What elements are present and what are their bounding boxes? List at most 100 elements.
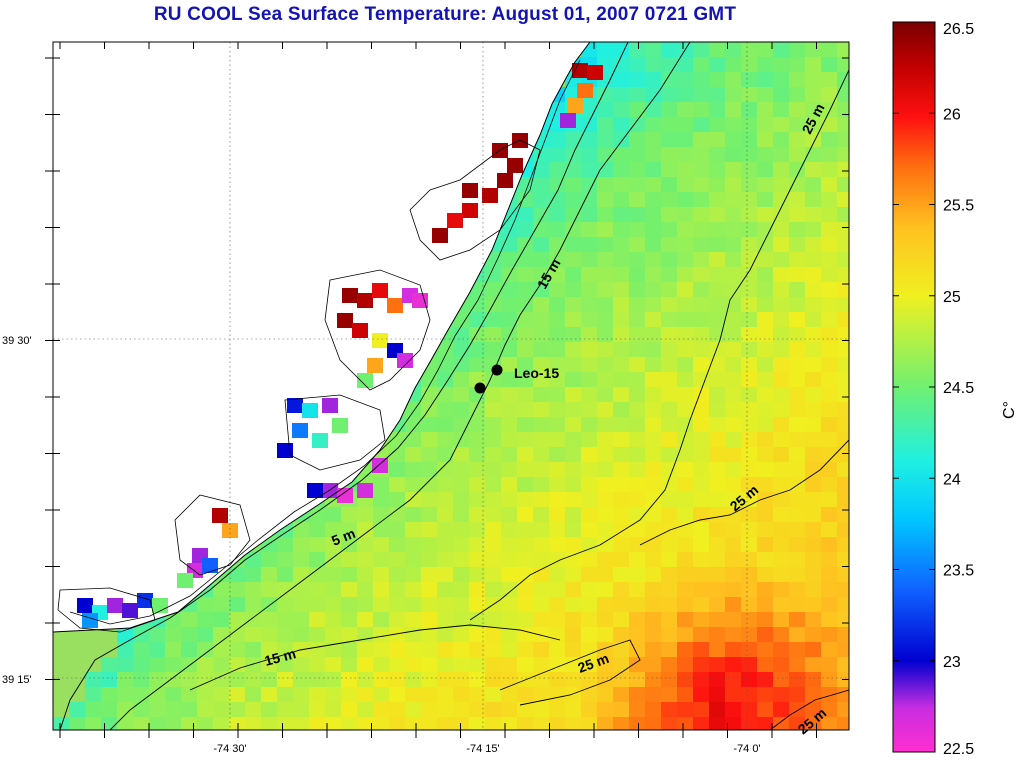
sst-cell	[325, 672, 342, 688]
sst-cell	[325, 627, 342, 643]
sst-cell	[757, 117, 774, 133]
sst-cell	[517, 612, 534, 628]
sst-cell	[805, 117, 822, 133]
sst-cell	[677, 102, 694, 118]
sst-cell	[533, 507, 550, 523]
sst-cell	[85, 702, 102, 718]
sst-cell	[533, 387, 550, 403]
sst-cell	[387, 298, 403, 313]
sst-cell	[789, 522, 806, 538]
sst-cell	[693, 237, 710, 253]
sst-cell	[389, 687, 406, 703]
sst-cell	[645, 207, 662, 223]
sst-cell	[661, 597, 678, 613]
sst-cell	[565, 462, 582, 478]
sst-cell	[437, 537, 454, 553]
sst-cell	[453, 687, 470, 703]
contour-5m	[59, 42, 629, 730]
sst-cell	[581, 627, 598, 643]
sst-cell	[437, 672, 454, 688]
sst-cell	[117, 672, 134, 688]
sst-cell	[533, 567, 550, 583]
sst-cell	[357, 702, 374, 718]
sst-cell	[517, 642, 534, 658]
sst-cell	[661, 252, 678, 268]
sst-cell	[661, 327, 678, 343]
sst-cell	[805, 627, 822, 643]
sst-cell	[773, 462, 790, 478]
sst-cell	[373, 717, 390, 730]
sst-cell	[469, 342, 486, 358]
sst-cell	[517, 312, 534, 328]
sst-cell	[757, 87, 774, 103]
sst-cell	[485, 462, 502, 478]
sst-cell	[565, 447, 582, 463]
sst-cell	[405, 432, 422, 448]
sst-cell	[725, 447, 742, 463]
sst-cell	[597, 582, 614, 598]
sst-cell	[341, 552, 358, 568]
sst-cell	[533, 522, 550, 538]
sst-cell	[572, 63, 588, 78]
sst-cell	[661, 372, 678, 388]
sst-cell	[837, 612, 849, 628]
sst-cell	[581, 327, 598, 343]
sst-cell	[421, 672, 438, 688]
sst-cell	[597, 282, 614, 298]
sst-cell	[805, 207, 822, 223]
sst-cell	[773, 642, 790, 658]
sst-cell	[533, 582, 550, 598]
sst-cell	[373, 612, 390, 628]
sst-cell	[501, 537, 518, 553]
sst-cell	[725, 702, 742, 718]
sst-cell	[773, 42, 790, 58]
sst-cell	[549, 492, 566, 508]
sst-cell	[421, 492, 438, 508]
sst-cell	[773, 327, 790, 343]
sst-cell	[821, 642, 838, 658]
sst-cell	[821, 87, 838, 103]
sst-cell	[645, 597, 662, 613]
sst-cell	[549, 672, 566, 688]
sst-cell	[837, 87, 849, 103]
sst-cell	[677, 417, 694, 433]
sst-cell	[229, 687, 246, 703]
sst-cell	[821, 492, 838, 508]
sst-cell	[577, 83, 593, 98]
sst-cell	[757, 477, 774, 493]
sst-cell	[469, 507, 486, 523]
sst-cell	[805, 597, 822, 613]
sst-cell	[629, 372, 646, 388]
sst-cell	[421, 432, 438, 448]
sst-cell	[533, 432, 550, 448]
sst-cell	[677, 312, 694, 328]
sst-cell	[741, 447, 758, 463]
sst-cell	[725, 132, 742, 148]
sst-cell	[245, 672, 262, 688]
sst-cell	[661, 387, 678, 403]
sst-cell	[773, 537, 790, 553]
sst-cell	[821, 507, 838, 523]
sst-cell	[517, 297, 534, 313]
sst-cell	[693, 267, 710, 283]
sst-cell	[741, 702, 758, 718]
sst-cell	[773, 282, 790, 298]
sst-cell	[629, 417, 646, 433]
sst-cell	[677, 387, 694, 403]
sst-cell	[629, 207, 646, 223]
sst-cell	[357, 612, 374, 628]
sst-cell	[501, 372, 518, 388]
sst-cell	[725, 222, 742, 238]
sst-cell	[497, 173, 513, 188]
sst-cell	[613, 297, 630, 313]
sst-cell	[709, 552, 726, 568]
sst-cell	[645, 612, 662, 628]
sst-cell	[597, 477, 614, 493]
sst-cell	[805, 177, 822, 193]
sst-cell	[613, 342, 630, 358]
sst-cell	[245, 567, 262, 583]
sst-cell	[485, 582, 502, 598]
sst-cell	[341, 507, 358, 523]
sst-cell	[629, 657, 646, 673]
sst-cell	[661, 447, 678, 463]
